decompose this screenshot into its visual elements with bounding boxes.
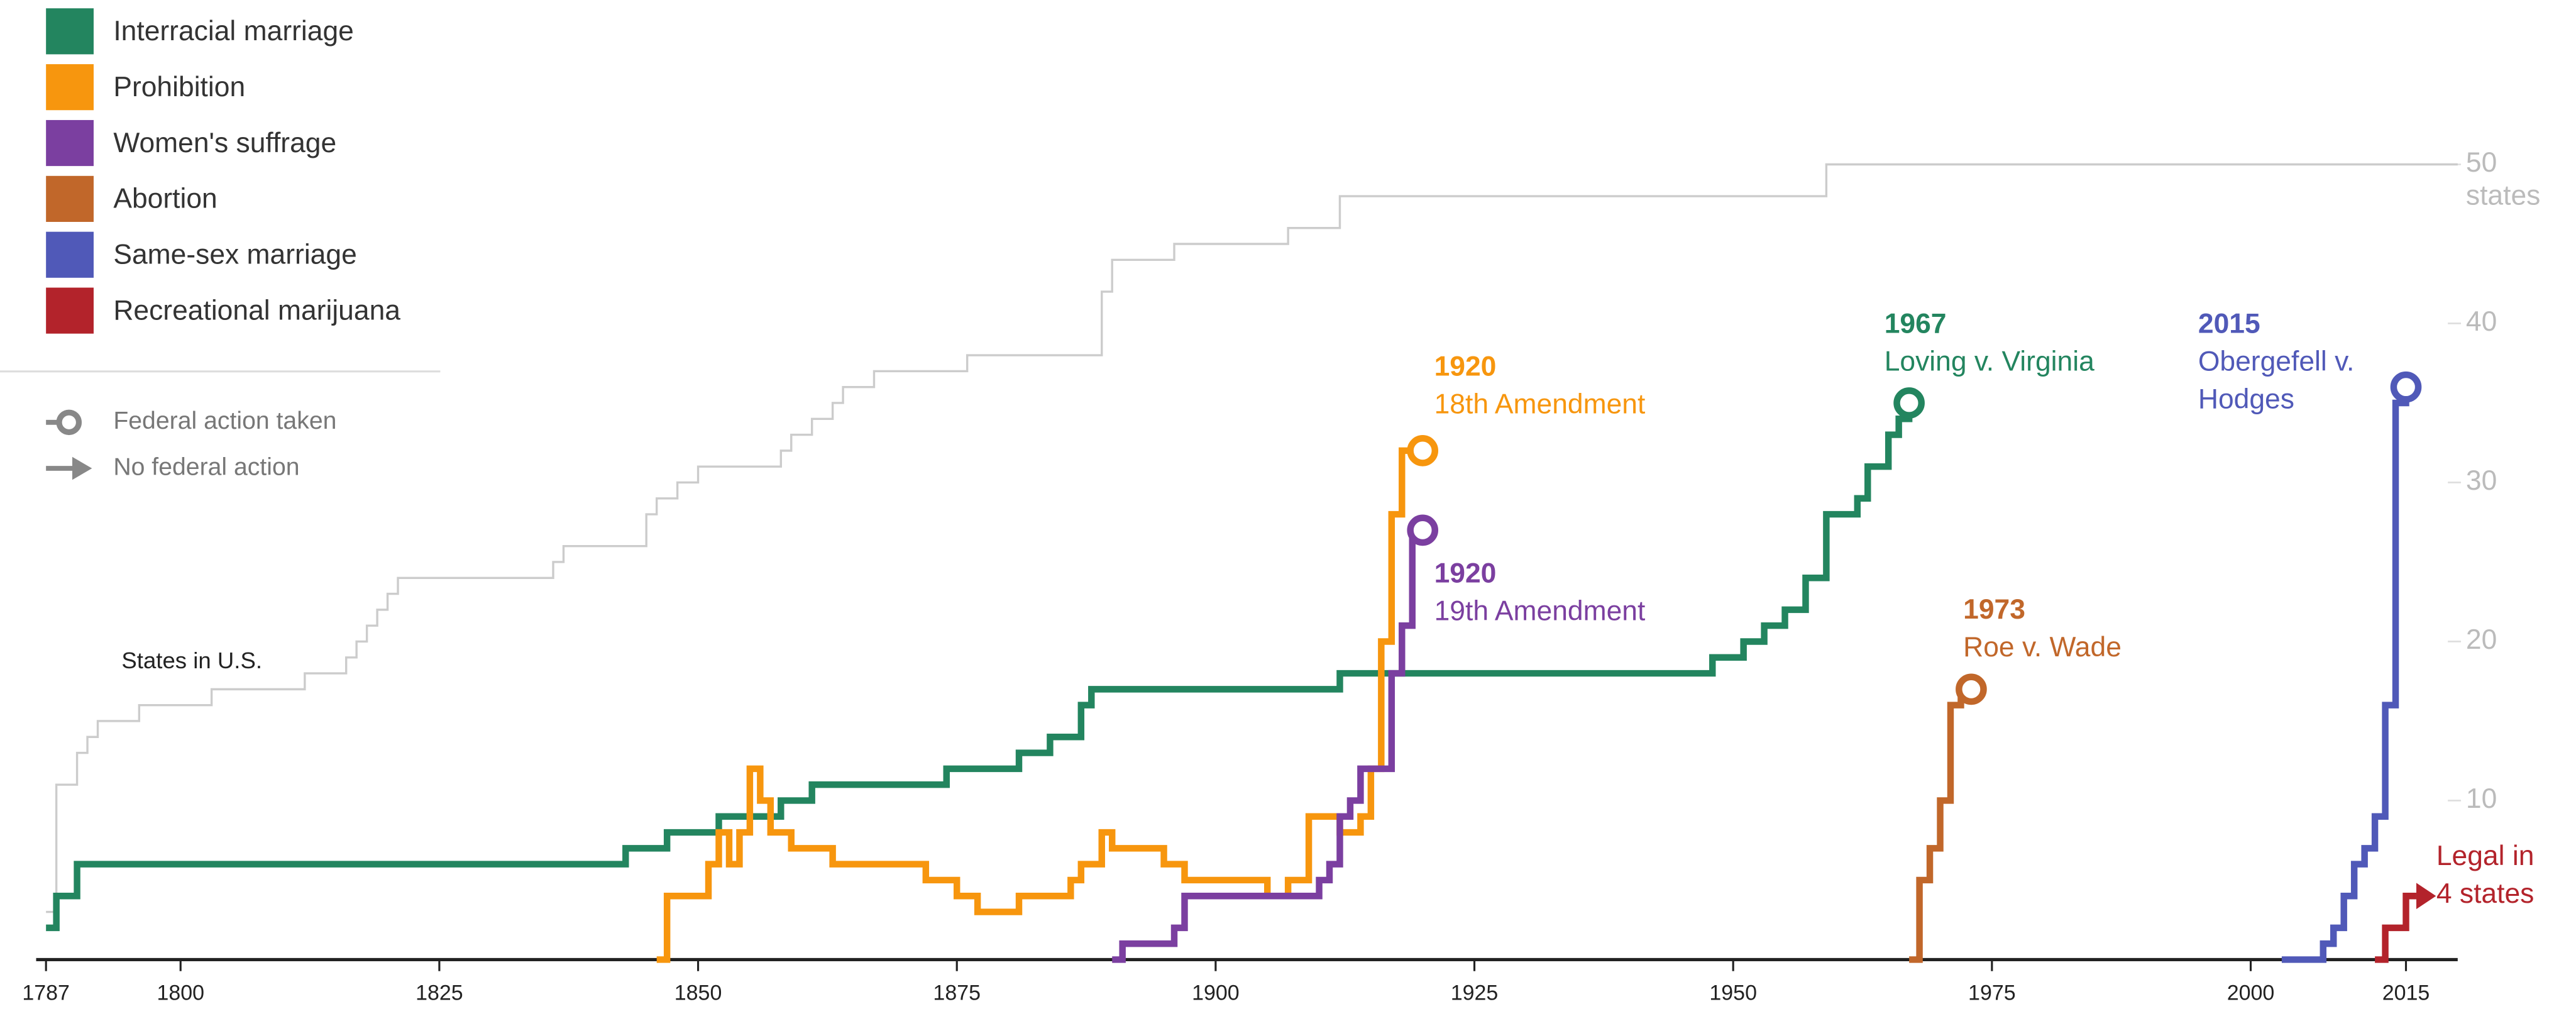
legend-swatch: [46, 175, 94, 222]
annotation: 1973: [1963, 594, 2025, 625]
x-tick-label: 1975: [1968, 981, 2016, 1005]
annotation: 18th Amendment: [1434, 389, 1646, 419]
annotation: Loving v. Virginia: [1885, 346, 2094, 377]
federal-action-marker: [2390, 371, 2422, 403]
y-tick-label: 30: [2466, 465, 2497, 496]
annotation: Obergefell v.: [2198, 346, 2354, 377]
legend-label: Abortion: [113, 184, 217, 214]
x-tick-label: 2015: [2382, 981, 2430, 1005]
x-tick-label: 1787: [22, 981, 70, 1005]
federal-action-marker: [1956, 673, 1987, 705]
x-tick-label: 2000: [2227, 981, 2275, 1005]
x-tick-label: 1875: [933, 981, 981, 1005]
y-tick-label: 40: [2466, 306, 2497, 337]
y-tick-label: 20: [2466, 624, 2497, 655]
legend-label: Recreational marijuana: [113, 295, 400, 326]
legend-swatch: [46, 231, 94, 278]
annotation: Legal in: [2436, 841, 2535, 871]
annotation: 1920: [1434, 558, 1497, 589]
y-tick-label: 10: [2466, 783, 2497, 814]
legend-swatch: [46, 287, 94, 334]
legend-label: Interracial marriage: [113, 16, 354, 47]
annotation: 1920: [1434, 351, 1497, 382]
step-line: [2281, 387, 2409, 963]
federal-action-marker: [1893, 387, 1925, 419]
y-tick-label: 50: [2466, 147, 2497, 178]
legend-swatch: [46, 119, 94, 167]
legend-swatch: [46, 64, 94, 111]
step-line: [656, 447, 1423, 963]
annotation: 2015: [2198, 308, 2260, 339]
annotation: 4 states: [2436, 878, 2535, 909]
legend-label: Prohibition: [113, 72, 245, 102]
federal-action-marker: [1407, 435, 1439, 466]
legend-label: Women's suffrage: [113, 128, 336, 158]
annotation: 1967: [1885, 308, 1947, 339]
x-tick-label: 1900: [1192, 981, 1240, 1005]
legend-marker-label: No federal action: [113, 453, 299, 480]
x-tick-label: 1950: [1709, 981, 1757, 1005]
federal-action-marker: [1407, 514, 1439, 546]
legend-marker-arrow: [72, 456, 92, 480]
legend-label: Same-sex marriage: [113, 240, 356, 270]
legend-marker-circle: [56, 409, 82, 436]
x-tick-label: 1825: [416, 981, 463, 1005]
legend-swatch: [46, 8, 94, 55]
x-tick-label: 1850: [674, 981, 722, 1005]
step-line: [2375, 893, 2416, 963]
legend-marker-label: Federal action taken: [113, 407, 336, 434]
x-tick-label: 1925: [1451, 981, 1499, 1005]
annotation: Roe v. Wade: [1963, 632, 2122, 663]
y-unit-label: states: [2466, 180, 2540, 211]
states-line: [46, 163, 2458, 913]
x-tick-label: 1800: [157, 981, 204, 1005]
annotation: 19th Amendment: [1434, 596, 1646, 627]
step-line: [1909, 686, 1971, 963]
step-line: [46, 402, 1913, 932]
step-line: [1112, 527, 1423, 963]
states-label: States in U.S.: [121, 648, 262, 673]
no-action-arrow: [2416, 883, 2436, 910]
annotation: Hodges: [2198, 384, 2294, 415]
